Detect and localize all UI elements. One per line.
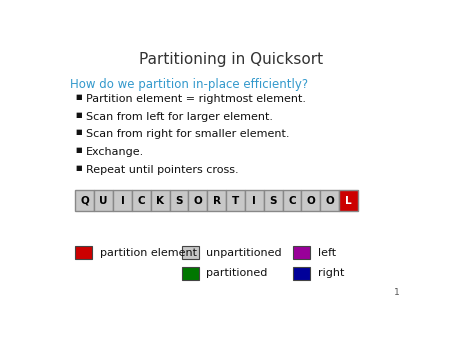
Bar (113, 191, 132, 211)
Text: C: C (138, 196, 145, 206)
Bar (170, 191, 189, 211)
Text: ■: ■ (76, 147, 82, 153)
Bar (302, 191, 320, 211)
Text: ■: ■ (76, 129, 82, 135)
Bar (132, 191, 151, 211)
Text: Partitioning in Quicksort: Partitioning in Quicksort (139, 52, 323, 67)
Bar (293, 246, 310, 259)
Bar (189, 191, 207, 211)
Text: K: K (156, 196, 164, 206)
Text: Repeat until pointers cross.: Repeat until pointers cross. (86, 165, 238, 175)
Text: 1: 1 (394, 288, 400, 297)
Text: partitioned: partitioned (206, 268, 268, 279)
Text: ■: ■ (76, 165, 82, 171)
Text: L: L (345, 196, 352, 206)
Bar (320, 191, 339, 211)
Text: S: S (270, 196, 277, 206)
Text: right: right (318, 268, 344, 279)
Text: partition element: partition element (100, 248, 197, 258)
Bar (339, 191, 358, 211)
Text: ■: ■ (76, 112, 82, 118)
Bar (94, 191, 113, 211)
Text: T: T (232, 196, 239, 206)
Text: How do we partition in-place efficiently?: How do we partition in-place efficiently… (70, 78, 308, 91)
Text: R: R (213, 196, 220, 206)
Bar (76, 246, 92, 259)
Bar (207, 191, 226, 211)
Bar (182, 246, 198, 259)
Text: unpartitioned: unpartitioned (206, 248, 282, 258)
Text: O: O (306, 196, 315, 206)
Bar (151, 191, 170, 211)
Text: O: O (325, 196, 334, 206)
Text: Q: Q (81, 196, 89, 206)
Text: ■: ■ (76, 94, 82, 100)
Text: Partition element = rightmost element.: Partition element = rightmost element. (86, 94, 306, 104)
Text: left: left (318, 248, 336, 258)
Text: U: U (99, 196, 108, 206)
Text: Scan from right for smaller element.: Scan from right for smaller element. (86, 129, 289, 139)
Bar (283, 191, 302, 211)
Bar (264, 191, 283, 211)
Text: I: I (121, 196, 125, 206)
Text: C: C (288, 196, 296, 206)
Bar (76, 191, 94, 211)
Bar (182, 267, 198, 280)
Text: Exchange.: Exchange. (86, 147, 144, 157)
Bar (245, 191, 264, 211)
Text: Scan from left for larger element.: Scan from left for larger element. (86, 112, 273, 122)
Text: S: S (175, 196, 183, 206)
Text: O: O (194, 196, 202, 206)
Text: I: I (252, 196, 256, 206)
Bar (293, 267, 310, 280)
Bar (226, 191, 245, 211)
